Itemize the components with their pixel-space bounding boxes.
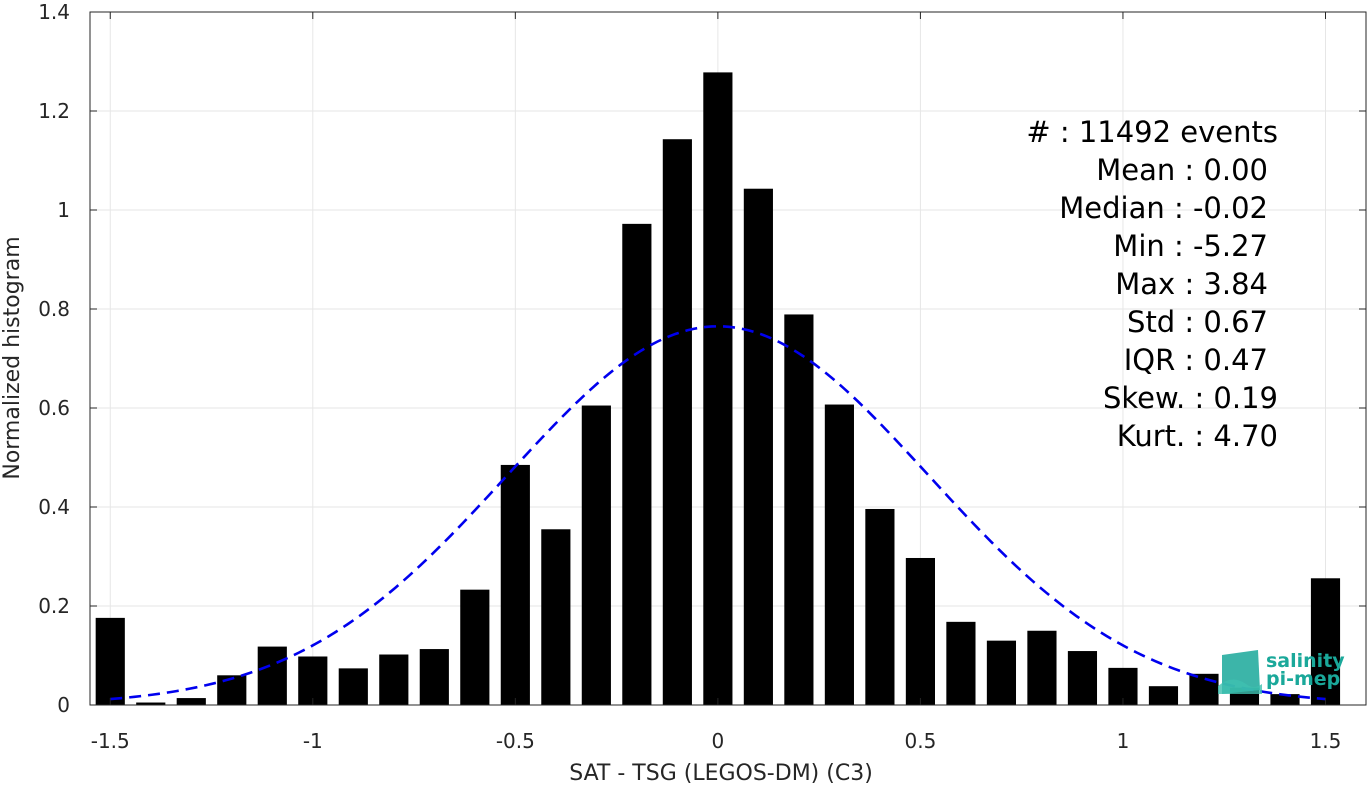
histogram-bar	[743, 188, 773, 706]
histogram-bar	[136, 702, 166, 705]
histogram-bar	[622, 223, 652, 706]
histogram-bar	[460, 589, 490, 705]
histogram-bar	[1148, 686, 1179, 705]
histogram-bar	[500, 464, 530, 705]
y-tick-labels: 0 0.2 0.4 0.6 0.8 1 1.2 1.4	[38, 0, 70, 717]
y-tick-label: 0.6	[38, 396, 70, 420]
stat-skew: Skew. : 0.19	[1103, 381, 1278, 415]
x-tick-labels: -1.5 -1 -0.5 0 0.5 1 1.5	[91, 729, 1342, 753]
histogram-bar	[95, 617, 125, 705]
x-tick-label: -1	[303, 729, 323, 753]
histogram-bar	[257, 646, 287, 705]
histogram-bar	[541, 529, 571, 705]
histogram-bar	[1189, 673, 1219, 705]
y-tick-label: 0.4	[38, 495, 70, 519]
histogram-bar	[824, 404, 854, 705]
histogram-bar	[784, 314, 814, 705]
stats-annotation: # : 11492 events Mean : 0.00 Median : -0…	[1026, 115, 1278, 453]
histogram-bar	[1270, 694, 1300, 705]
ticks	[90, 11, 1366, 706]
stat-kurt: Kurt. : 4.70	[1117, 419, 1278, 453]
y-tick-label: 0.2	[38, 594, 70, 618]
stat-events: # : 11492 events	[1026, 115, 1278, 149]
histogram-bar	[338, 668, 368, 705]
y-tick-label: 1.4	[38, 0, 70, 24]
stat-mean: Mean : 0.00	[1096, 153, 1268, 187]
histogram-bar	[986, 640, 1017, 705]
histogram-bar	[1027, 630, 1057, 705]
x-tick-label: 1.5	[1310, 729, 1342, 753]
stat-median: Median : -0.02	[1059, 191, 1268, 225]
x-tick-label: 0.5	[905, 729, 937, 753]
histogram-bar	[865, 508, 895, 705]
histogram-bar	[217, 675, 247, 705]
x-tick-label: 0	[712, 729, 725, 753]
stat-min: Min : -5.27	[1113, 229, 1268, 263]
stat-std: Std : 0.67	[1127, 305, 1268, 339]
y-tick-label: 0	[57, 693, 70, 717]
y-tick-label: 1	[57, 198, 70, 222]
plot-frame	[89, 11, 1367, 706]
histogram-bar	[581, 405, 611, 705]
histogram-bar	[703, 72, 733, 705]
gaussian-fit-curve	[110, 325, 1326, 701]
histogram-bar	[1310, 578, 1341, 705]
stat-max: Max : 3.84	[1115, 267, 1268, 301]
logo-line1: salinity	[1266, 650, 1345, 672]
histogram-bar	[298, 656, 328, 705]
histogram-bar	[946, 621, 976, 705]
x-tick-label: -1.5	[91, 729, 130, 753]
histogram-bar	[176, 698, 206, 705]
salinity-pimep-logo: salinity pi-mep	[1218, 650, 1345, 694]
histogram-bar	[905, 557, 935, 705]
logo-wave-icon	[1218, 679, 1262, 694]
x-tick-label: 1	[1117, 729, 1130, 753]
bars	[95, 72, 1341, 706]
histogram-bar	[379, 654, 409, 705]
logo-line2: pi-mep	[1266, 668, 1340, 690]
stat-iqr: IQR : 0.47	[1124, 343, 1268, 377]
y-axis-title: Normalized histogram	[0, 236, 25, 479]
x-tick-label: -0.5	[496, 729, 535, 753]
y-tick-label: 0.8	[38, 297, 70, 321]
histogram-bar	[419, 649, 449, 705]
y-tick-label: 1.2	[38, 99, 70, 123]
histogram-bar	[1067, 651, 1098, 705]
x-axis-title: SAT - TSG (LEGOS-DM) (C3)	[569, 761, 873, 785]
histogram-bar	[662, 139, 692, 706]
